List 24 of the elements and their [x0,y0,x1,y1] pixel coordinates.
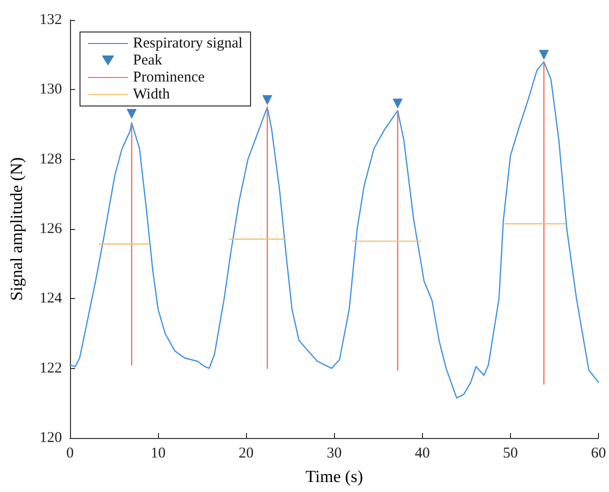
x-tick-label: 50 [502,446,518,462]
legend-label: Prominence [133,70,205,86]
x-tick-label: 30 [326,446,342,462]
y-tick-label: 130 [40,82,62,98]
legend-label: Width [133,86,170,102]
x-tick-label: 10 [150,446,166,462]
x-tick-label: 20 [238,446,254,462]
y-tick-label: 124 [40,290,62,307]
legend-label: Peak [133,52,163,68]
y-tick-label: 126 [40,221,62,237]
point [392,98,403,109]
x-tick-label: 60 [591,446,606,462]
x-tick-label: 0 [66,446,74,462]
x-axis-title: Time (s) [306,467,363,486]
y-tick-label: 132 [40,12,62,28]
point [126,109,137,120]
point [538,50,549,60]
legend-label: Respiratory signal [133,36,243,52]
y-tick-label: 120 [40,430,62,446]
x-tick-label: 40 [414,446,430,462]
y-tick-label: 128 [40,151,62,168]
y-axis-title: Signal amplitude (N) [7,157,26,301]
point [262,95,272,106]
y-tick-label: 122 [40,360,62,376]
